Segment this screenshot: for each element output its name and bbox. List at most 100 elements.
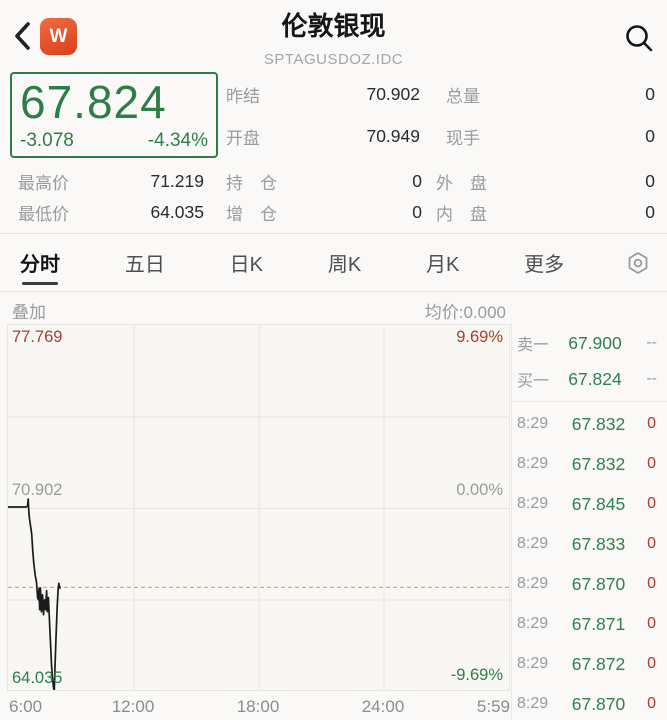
stat-value-open: 70.949 xyxy=(366,125,420,146)
x-tick-1800: 18:00 xyxy=(236,697,280,716)
stat-label-open: 开盘 xyxy=(226,128,260,148)
y-label-high-pct: 9.69% xyxy=(456,328,503,346)
trade-row[interactable]: 8:29 67.845 0 xyxy=(511,484,667,524)
y-label-low: 64.035 xyxy=(12,669,63,687)
trade-row[interactable]: 8:29 67.872 0 xyxy=(511,644,667,684)
trade-row[interactable]: 8:29 67.832 0 xyxy=(511,404,667,444)
chart-settings-button[interactable] xyxy=(625,250,651,276)
stat-label-current-lot: 现手 xyxy=(446,128,480,148)
stat-label-open-interest: 持 仓 xyxy=(226,174,277,193)
x-tick-1200: 12:00 xyxy=(111,697,155,716)
search-button[interactable] xyxy=(623,22,655,54)
trade-price: 67.832 xyxy=(571,453,626,474)
trade-volume: 0 xyxy=(647,655,656,672)
stat-value-prev-close: 70.902 xyxy=(366,83,420,104)
trade-time: 8:29 xyxy=(517,695,549,712)
trade-time: 8:29 xyxy=(517,575,549,592)
trade-row[interactable]: 8:29 67.833 0 xyxy=(511,524,667,564)
chart-tabbar: 分时 五日 日K 周K 月K 更多 xyxy=(0,233,667,292)
search-icon xyxy=(626,25,653,52)
stat-label-outer-volume: 外 盘 xyxy=(436,174,487,193)
back-button[interactable] xyxy=(10,20,36,52)
trade-time: 8:29 xyxy=(517,535,549,552)
ticker-subtitle: SPTAGUSDOZ.IDC xyxy=(263,51,404,68)
tab-more[interactable]: 更多 xyxy=(524,254,565,276)
stat-value-open-interest: 0 xyxy=(412,171,422,191)
trade-volume: 0 xyxy=(647,415,656,432)
order-book-row-bid[interactable]: 买一 67.824 -- xyxy=(511,361,667,397)
trades-list: 8:29 67.832 0 8:29 67.832 0 8:29 67.845 … xyxy=(511,404,667,720)
overlay-button[interactable]: 叠加 xyxy=(12,302,46,322)
quote-side-panel: 卖一 67.900 -- 买一 67.824 -- 8:29 67.832 0 … xyxy=(511,292,667,720)
trade-row[interactable]: 8:29 67.870 0 xyxy=(511,564,667,604)
avg-price-label: 均价:0.000 xyxy=(424,302,506,322)
trade-row[interactable]: 8:29 67.832 0 xyxy=(511,444,667,484)
chart-grid xyxy=(8,325,509,690)
trade-volume: 0 xyxy=(647,495,656,512)
trade-price: 67.845 xyxy=(571,493,626,514)
price-line xyxy=(8,498,61,690)
trade-row[interactable]: 8:29 67.870 0 xyxy=(511,684,667,720)
ask-label: 卖一 xyxy=(517,337,550,354)
stat-value-position-change: 0 xyxy=(412,202,422,222)
trade-time: 8:29 xyxy=(517,495,549,512)
panel-divider xyxy=(511,401,667,402)
trade-time: 8:29 xyxy=(517,615,549,632)
stat-label-position-change: 增 仓 xyxy=(226,205,277,224)
trade-time: 8:29 xyxy=(517,415,549,432)
tab-5day[interactable]: 五日 xyxy=(124,254,165,276)
trade-price: 67.872 xyxy=(571,653,626,674)
stat-value-current-lot: 0 xyxy=(645,125,655,146)
stat-label-inner-volume: 内 盘 xyxy=(436,205,487,224)
stat-value-inner-volume: 0 xyxy=(645,202,655,222)
tab-daily-k[interactable]: 日K xyxy=(229,254,263,276)
y-label-mid: 70.902 xyxy=(12,481,63,499)
stat-value-outer-volume: 0 xyxy=(645,171,655,191)
trade-price: 67.870 xyxy=(571,573,626,594)
y-label-low-pct: -9.69% xyxy=(450,666,503,684)
price-line-layer xyxy=(8,498,509,690)
x-tick-2400: 24:00 xyxy=(361,697,405,716)
bid-label: 买一 xyxy=(517,373,550,390)
y-label-mid-pct: 0.00% xyxy=(456,481,503,499)
ask-price: 67.900 xyxy=(568,332,622,353)
stat-label-prev-close: 昨结 xyxy=(226,86,260,106)
last-price: 67.824 xyxy=(20,76,167,128)
bid-price: 67.824 xyxy=(568,368,622,389)
trade-volume: 0 xyxy=(647,535,656,552)
tab-monthly-k[interactable]: 月K xyxy=(426,254,460,276)
x-tick-0600: 6:00 xyxy=(9,697,43,716)
trade-row[interactable]: 8:29 67.871 0 xyxy=(511,604,667,644)
stat-label-low: 最低价 xyxy=(18,205,69,224)
trade-price: 67.833 xyxy=(571,533,626,554)
stat-value-high: 71.219 xyxy=(150,171,204,191)
quote-section: 67.824 -3.078 -4.34% 昨结 70.902 总量 0 开盘 7… xyxy=(0,70,667,158)
stats-grid-bottom: 最高价 71.219 持 仓 0 外 盘 0 最低价 64.035 增 仓 0 … xyxy=(0,166,667,228)
tab-intraday[interactable]: 分时 xyxy=(16,233,64,292)
settings-gear-icon xyxy=(628,251,648,274)
trade-price: 67.870 xyxy=(571,693,626,714)
ask-size: -- xyxy=(646,334,657,351)
stat-value-total-volume: 0 xyxy=(645,83,655,104)
trade-volume: 0 xyxy=(647,455,656,472)
wind-app-badge[interactable]: W xyxy=(40,18,77,55)
trade-price: 67.832 xyxy=(571,413,626,434)
stat-label-total-volume: 总量 xyxy=(446,86,480,106)
bid-size: -- xyxy=(646,370,657,387)
price-panel[interactable]: 67.824 -3.078 -4.34% xyxy=(10,72,218,158)
stat-value-low: 64.035 xyxy=(150,202,204,222)
stat-label-high: 最高价 xyxy=(18,174,69,193)
order-book-row-ask[interactable]: 卖一 67.900 -- xyxy=(511,325,667,361)
chevron-left-icon xyxy=(15,22,30,50)
price-change: -3.078 xyxy=(20,130,74,151)
price-change-pct: -4.34% xyxy=(147,130,208,151)
x-axis: 6:00 12:00 18:00 24:00 5:59 xyxy=(7,691,510,720)
trade-time: 8:29 xyxy=(517,455,549,472)
y-label-high: 77.769 xyxy=(12,328,63,346)
intraday-chart[interactable]: 77.769 9.69% 70.902 0.00% 64.035 -9.69% xyxy=(7,324,510,691)
header: W 伦敦银现 SPTAGUSDOZ.IDC xyxy=(0,0,667,70)
trade-volume: 0 xyxy=(647,615,656,632)
chart-column: 叠加 均价:0.000 77.769 9.69% 70.902 0.00% 64… xyxy=(0,292,511,720)
tab-weekly-k[interactable]: 周K xyxy=(327,254,362,276)
trade-volume: 0 xyxy=(647,695,656,712)
